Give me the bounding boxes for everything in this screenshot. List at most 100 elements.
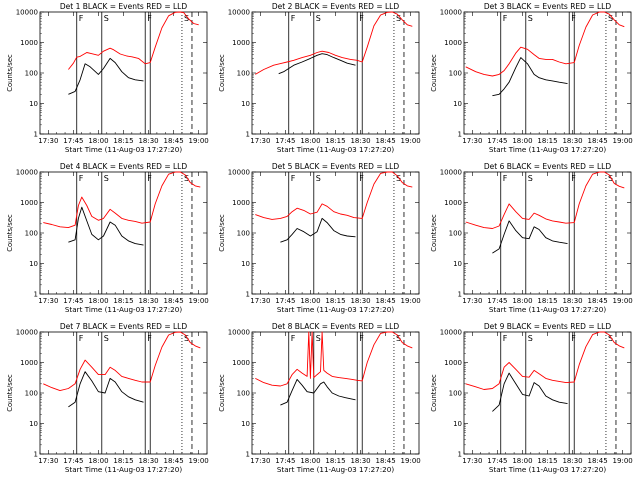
y-tick-label: 100 [237, 390, 250, 398]
x-tick-label: 17:45 [275, 137, 295, 145]
lld-series-line [255, 11, 413, 75]
x-tick-label: 19:00 [189, 137, 209, 145]
x-axis-label: Start Time (11-Aug-03 17:27:20) [277, 305, 394, 314]
y-tick-label: 1000 [20, 359, 38, 367]
y-tick-label: 1000 [444, 39, 462, 47]
x-tick-label: 18:15 [325, 457, 345, 465]
y-axis-label: Counts/sec [6, 54, 14, 92]
panel-title: Det 9 BLACK = Events RED = LLD [484, 322, 611, 331]
flag-mark-label: F [147, 174, 152, 183]
x-tick-label: 18:00 [300, 297, 320, 305]
x-tick-label: 19:00 [401, 457, 421, 465]
x-tick-label: 18:15 [537, 137, 557, 145]
flag-mark-label: F [503, 174, 508, 183]
y-tick-label: 100 [449, 390, 462, 398]
flag-mark-label: F [147, 14, 152, 23]
x-axis-label: Start Time (11-Aug-03 17:27:20) [277, 145, 394, 154]
flag-mark-label: F [503, 334, 508, 343]
panel-7: Det 7 BLACK = Events RED = LLD 17:30 17:45… [6, 322, 209, 474]
flag-mark-label: S [316, 174, 321, 183]
y-tick-label: 10 [241, 420, 250, 428]
y-tick-label: 1 [246, 291, 250, 299]
flag-mark-label: S [316, 334, 321, 343]
y-tick-label: 10 [453, 420, 462, 428]
y-axis-label: Counts/sec [6, 214, 14, 252]
panel-title: Det 4 BLACK = Events RED = LLD [60, 162, 187, 171]
panel-title: Det 6 BLACK = Events RED = LLD [484, 162, 611, 171]
y-axis-label: Counts/sec [218, 374, 226, 412]
x-tick-label: 18:15 [113, 457, 133, 465]
y-tick-label: 100 [449, 230, 462, 238]
y-tick-label: 1 [458, 451, 462, 459]
x-tick-label: 18:00 [88, 297, 108, 305]
x-tick-label: 17:30 [462, 137, 482, 145]
y-tick-label: 100 [25, 70, 38, 78]
x-tick-label: 17:45 [487, 457, 507, 465]
flag-mark-label: F [147, 334, 152, 343]
x-tick-label: 17:45 [275, 297, 295, 305]
events-series-line [492, 220, 568, 254]
flag-mark-label: S [528, 334, 533, 343]
y-axis-label: Counts/sec [218, 54, 226, 92]
panel-2: Det 2 BLACK = Events RED = LLD 17:30 17:45… [218, 2, 421, 154]
flag-mark-label: S [528, 174, 533, 183]
events-series-line [492, 57, 568, 97]
flag-mark-label: F [291, 334, 296, 343]
flag-mark-label: S [104, 334, 109, 343]
flag-mark-label: F [503, 14, 508, 23]
lld-series-line [255, 171, 413, 220]
x-tick-label: 18:00 [300, 137, 320, 145]
flag-mark-label: F [359, 14, 364, 23]
events-series-line [278, 53, 356, 75]
panel-title: Det 3 BLACK = Events RED = LLD [484, 2, 611, 11]
y-tick-label: 10000 [16, 169, 38, 177]
y-axis-label: Counts/sec [6, 374, 14, 412]
flag-mark-label: S [396, 334, 401, 343]
panel-1: Det 1 BLACK = Events RED = LLD 17:30 17:45… [6, 2, 209, 154]
events-series-line [280, 378, 356, 406]
flag-mark-label: F [359, 334, 364, 343]
y-tick-label: 1000 [444, 199, 462, 207]
y-tick-label: 10000 [440, 9, 462, 17]
x-tick-label: 18:30 [350, 297, 370, 305]
x-tick-label: 17:30 [250, 297, 270, 305]
x-tick-label: 17:30 [38, 457, 58, 465]
y-tick-label: 1000 [20, 39, 38, 47]
y-tick-label: 1 [458, 131, 462, 139]
x-tick-label: 18:00 [300, 457, 320, 465]
events-series-line [492, 372, 568, 412]
x-tick-label: 18:00 [512, 457, 532, 465]
y-tick-label: 10000 [440, 169, 462, 177]
x-tick-label: 17:45 [275, 457, 295, 465]
y-tick-label: 10000 [228, 9, 250, 17]
x-tick-label: 18:45 [376, 297, 396, 305]
x-axis-label: Start Time (11-Aug-03 17:27:20) [489, 305, 606, 314]
x-tick-label: 18:45 [164, 297, 184, 305]
x-axis-label: Start Time (11-Aug-03 17:27:20) [277, 465, 394, 474]
flag-mark-label: S [608, 174, 613, 183]
y-tick-label: 1 [34, 131, 38, 139]
panel-9: Det 9 BLACK = Events RED = LLD 17:30 17:45… [430, 322, 633, 474]
x-tick-label: 18:30 [138, 457, 158, 465]
x-tick-label: 18:30 [562, 297, 582, 305]
panel-3: Det 3 BLACK = Events RED = LLD 17:30 17:45… [430, 2, 633, 154]
y-tick-label: 100 [237, 70, 250, 78]
x-axis-label: Start Time (11-Aug-03 17:27:20) [65, 145, 182, 154]
x-tick-label: 17:30 [38, 297, 58, 305]
y-axis-label: Counts/sec [430, 54, 438, 92]
x-tick-label: 17:45 [63, 297, 83, 305]
x-tick-label: 18:45 [588, 137, 608, 145]
y-tick-label: 1 [246, 451, 250, 459]
x-tick-label: 19:00 [401, 137, 421, 145]
y-tick-label: 10000 [16, 9, 38, 17]
y-tick-label: 10 [453, 260, 462, 268]
flag-mark-label: S [104, 14, 109, 23]
flag-mark-label: F [79, 174, 84, 183]
panel-5: Det 5 BLACK = Events RED = LLD 17:30 17:45… [218, 162, 421, 314]
x-tick-label: 18:15 [325, 297, 345, 305]
x-tick-label: 17:30 [250, 457, 270, 465]
y-tick-label: 10000 [228, 329, 250, 337]
x-tick-label: 18:45 [588, 457, 608, 465]
flag-mark-label: S [608, 334, 613, 343]
